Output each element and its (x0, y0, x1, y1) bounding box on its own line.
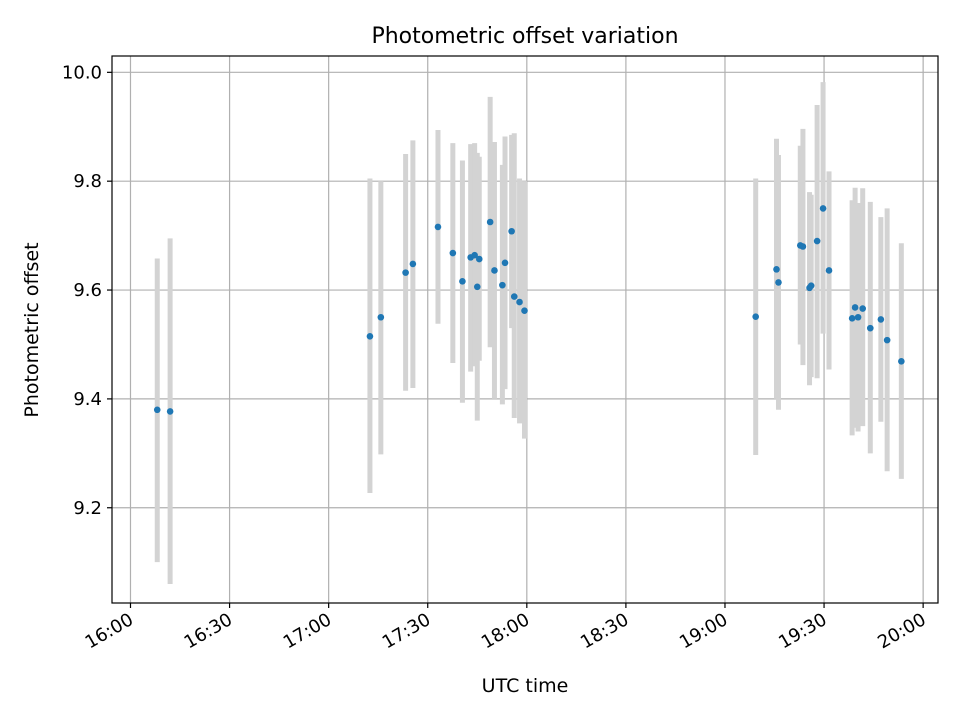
data-point (775, 279, 782, 286)
data-point (516, 298, 523, 306)
data-point (153, 406, 161, 414)
x-tick-label: 19:00 (676, 609, 731, 653)
data-point (807, 282, 815, 289)
data-point (773, 266, 780, 273)
y-tick-label: 9.2 (73, 498, 102, 519)
data-point (166, 408, 174, 415)
y-axis-label: Photometric offset (21, 242, 43, 417)
x-tick-label: 16:00 (82, 609, 137, 653)
data-point (508, 227, 515, 235)
chart-title: Photometric offset variation (371, 24, 678, 49)
data-point (851, 304, 859, 311)
data-point (510, 293, 518, 300)
data-point (473, 283, 481, 291)
x-tick-label: 16:30 (181, 609, 236, 653)
data-point (819, 205, 827, 212)
data-point (449, 249, 457, 257)
data-point (377, 313, 385, 321)
y-tick-label: 9.4 (73, 389, 102, 410)
x-axis-ticks: 16:00 16:30 17:00 17:30 18:00 18:30 19:00 19:30… (82, 603, 930, 653)
data-point (402, 269, 409, 276)
x-tick-label: 17:00 (280, 609, 335, 653)
data-point (501, 259, 509, 267)
y-tick-label: 9.6 (73, 280, 102, 301)
y-tick-label: 9.8 (73, 171, 102, 192)
data-point (799, 243, 807, 250)
x-axis-label: UTC time (482, 675, 569, 697)
data-point (471, 251, 478, 259)
x-tick-label: 18:30 (577, 609, 632, 653)
data-point (859, 305, 866, 312)
data-point (813, 237, 821, 245)
y-tick-label: 10.0 (62, 62, 102, 83)
data-point (854, 313, 862, 321)
data-point (866, 324, 874, 332)
data-points (153, 205, 905, 415)
x-tick-label: 18:00 (478, 609, 533, 653)
data-point (409, 260, 417, 268)
data-point (848, 315, 856, 322)
data-point (366, 333, 374, 340)
data-point (499, 281, 506, 289)
data-point (459, 278, 466, 285)
data-point (825, 267, 833, 274)
plot-frame (111, 55, 939, 604)
data-point (434, 223, 442, 231)
data-point (475, 255, 483, 263)
x-tick-label: 17:30 (379, 609, 434, 653)
y-axis-ticks: 9.2 9.4 9.6 9.8 10.0 (62, 62, 112, 519)
data-point (491, 267, 498, 274)
data-point (898, 358, 905, 365)
data-point (883, 336, 891, 344)
data-point (486, 218, 494, 226)
x-tick-label: 19:30 (775, 609, 830, 653)
data-point (752, 313, 759, 321)
data-point (521, 307, 528, 315)
error-bars (154, 82, 904, 584)
x-tick-label: 20:00 (874, 609, 929, 653)
data-point (877, 316, 885, 323)
